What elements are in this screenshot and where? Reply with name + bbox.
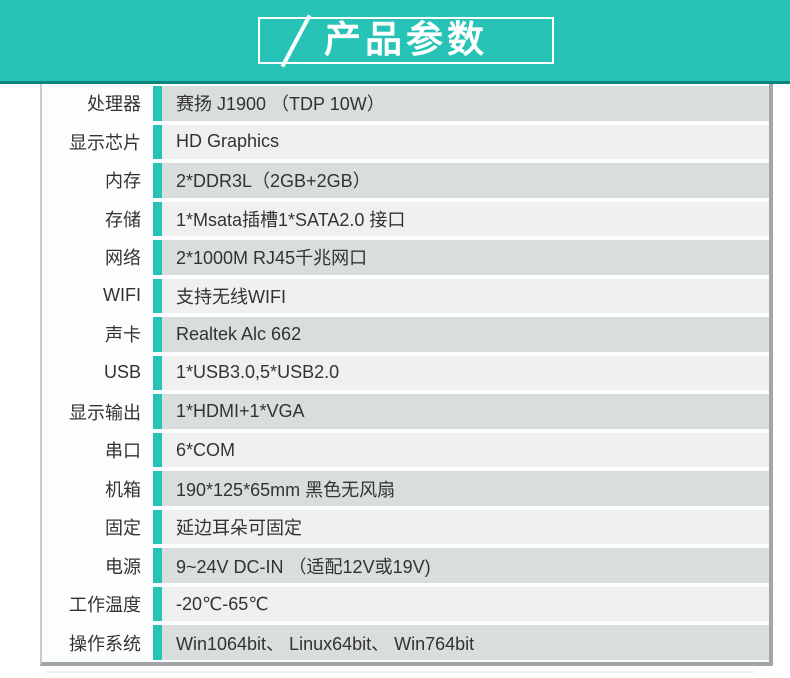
- table-row: 工作温度 -20℃-65℃: [42, 584, 769, 624]
- slash-icon: [280, 13, 312, 68]
- spec-value: Realtek Alc 662: [176, 323, 302, 344]
- spec-value: 9~24V DC-IN （适配12V或19V): [176, 556, 431, 577]
- spec-value-cell: 1*Msata插槽1*SATA2.0 接口: [153, 201, 769, 237]
- footer-divider: [46, 671, 754, 673]
- title-banner: 产品参数: [258, 13, 554, 68]
- spec-value: HD Graphics: [176, 131, 280, 152]
- spec-value-cell: 190*125*65mm 黑色无风扇: [153, 471, 769, 506]
- spec-value: 赛扬 J1900 （TDP 10W）: [176, 94, 385, 115]
- spec-value-cell: 1*HDMI+1*VGA: [153, 394, 769, 429]
- spec-value: 1*HDMI+1*VGA: [176, 401, 305, 422]
- table-row: 机箱 190*125*65mm 黑色无风扇: [42, 469, 769, 508]
- spec-label: 工作温度: [42, 584, 153, 624]
- spec-value-cell: 1*USB3.0,5*USB2.0: [153, 355, 769, 391]
- spec-label: 显示芯片: [42, 122, 153, 162]
- spec-label: WIFI: [42, 276, 153, 316]
- table-row: 显示芯片 HD Graphics: [42, 122, 769, 162]
- spec-value-cell: 2*1000M RJ45千兆网口: [153, 240, 769, 275]
- spec-value: 延边耳朵可固定: [176, 518, 302, 539]
- spec-value: -20℃-65℃: [176, 593, 269, 614]
- spec-value: 2*DDR3L（2GB+2GB）: [176, 171, 371, 192]
- table-row: 网络 2*1000M RJ45千兆网口: [42, 238, 769, 277]
- spec-label: 存储: [42, 199, 153, 239]
- spec-label: 串口: [42, 430, 153, 470]
- spec-value-cell: 9~24V DC-IN （适配12V或19V): [153, 548, 769, 583]
- table-row: 存储 1*Msata插槽1*SATA2.0 接口: [42, 199, 769, 239]
- table-row: WIFI 支持无线WIFI: [42, 276, 769, 316]
- table-row: 显示输出 1*HDMI+1*VGA: [42, 392, 769, 431]
- spec-value-cell: Realtek Alc 662: [153, 317, 769, 352]
- spec-value: Win1064bit、 Linux64bit、 Win764bit: [176, 633, 475, 654]
- table-row: USB 1*USB3.0,5*USB2.0: [42, 353, 769, 393]
- spec-label: 电源: [42, 546, 153, 585]
- table-row: 固定 延边耳朵可固定: [42, 507, 769, 547]
- spec-label: 网络: [42, 238, 153, 277]
- table-row: 处理器 赛扬 J1900 （TDP 10W）: [42, 84, 769, 123]
- spec-value: 2*1000M RJ45千兆网口: [176, 248, 368, 269]
- spec-value-cell: 赛扬 J1900 （TDP 10W）: [153, 86, 769, 121]
- spec-label: 固定: [42, 507, 153, 547]
- spec-value-cell: 支持无线WIFI: [153, 278, 769, 314]
- header-band: 产品参数: [0, 0, 790, 84]
- spec-value-cell: 延边耳朵可固定: [153, 509, 769, 545]
- spec-table: 处理器 赛扬 J1900 （TDP 10W） 显示芯片 HD Graphics …: [40, 84, 773, 666]
- page-title: 产品参数: [324, 19, 488, 60]
- spec-value-cell: 2*DDR3L（2GB+2GB）: [153, 163, 769, 198]
- spec-value: 6*COM: [176, 439, 236, 460]
- spec-value: 190*125*65mm 黑色无风扇: [176, 479, 396, 500]
- spec-value-cell: -20℃-65℃: [153, 586, 769, 622]
- table-row: 内存 2*DDR3L（2GB+2GB）: [42, 161, 769, 200]
- spec-label: 内存: [42, 161, 153, 200]
- spec-label: 操作系统: [42, 623, 153, 662]
- table-row: 操作系统 Win1064bit、 Linux64bit、 Win764bit: [42, 623, 769, 662]
- spec-label: USB: [42, 353, 153, 393]
- spec-label: 声卡: [42, 315, 153, 354]
- spec-value-cell: Win1064bit、 Linux64bit、 Win764bit: [153, 625, 769, 660]
- spec-label: 处理器: [42, 84, 153, 123]
- spec-value: 支持无线WIFI: [176, 286, 286, 307]
- spec-value: 1*Msata插槽1*SATA2.0 接口: [176, 209, 406, 230]
- spec-value-cell: HD Graphics: [153, 124, 769, 160]
- table-row: 声卡 Realtek Alc 662: [42, 315, 769, 354]
- spec-label: 显示输出: [42, 392, 153, 431]
- table-row: 电源 9~24V DC-IN （适配12V或19V): [42, 546, 769, 585]
- spec-label: 机箱: [42, 469, 153, 508]
- table-row: 串口 6*COM: [42, 430, 769, 470]
- spec-value: 1*USB3.0,5*USB2.0: [176, 362, 340, 383]
- spec-value-cell: 6*COM: [153, 432, 769, 468]
